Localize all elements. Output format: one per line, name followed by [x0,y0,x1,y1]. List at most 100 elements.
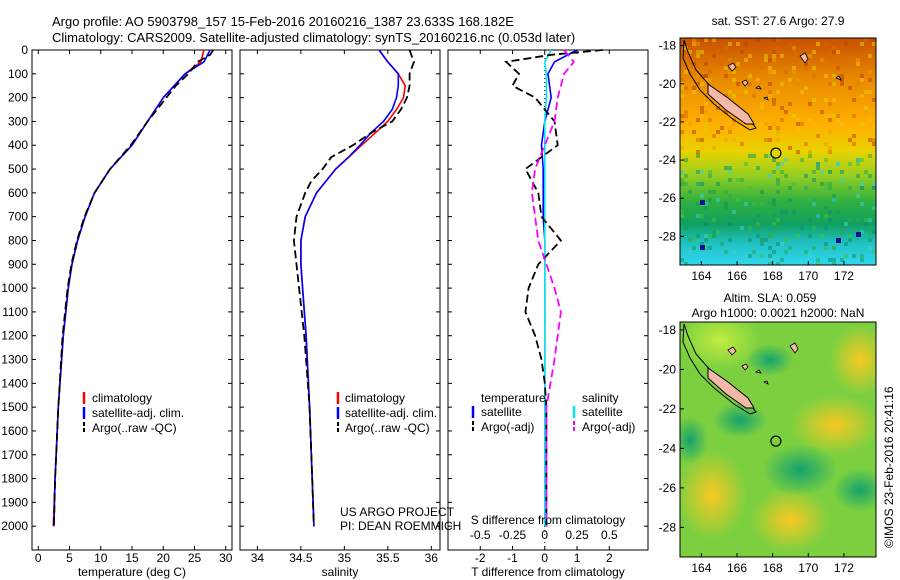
sst-pixel [684,226,688,230]
sst-pixel [868,90,872,94]
sst-pixel [872,146,876,150]
sst-pixel [760,150,764,154]
sst-pixel [752,250,756,254]
sla-map-frame [679,321,877,558]
sst-pixel [824,142,828,146]
lat-tick-label: -28 [659,520,677,534]
depth-tick-label: 1700 [1,448,28,462]
sst-pixel [744,202,748,206]
sst-pixel [816,258,820,262]
sst-pixel [828,218,832,222]
sst-pixel [776,242,780,246]
sst-pixel [704,110,708,114]
sst-pixel [704,238,708,242]
sst-pixel [776,262,780,265]
sst-pixel [764,122,768,126]
sst-pixel [824,98,828,102]
s-tick-label: 0.25 [565,528,589,542]
sst-pixel [768,126,772,130]
sst-pixel [828,214,832,218]
sst-pixel [700,146,704,150]
sst-pixel [828,182,832,186]
sst-pixel [804,66,808,70]
sst-pixel [836,66,840,70]
sst-pixel [684,158,688,162]
sst-pixel [804,86,808,90]
sst-pixel [872,182,876,186]
project-label: US ARGO PROJECT [340,505,455,519]
sst-pixel [728,90,732,94]
sst-pixel [828,82,832,86]
sst-pixel [824,150,828,154]
sst-pixel [700,114,704,118]
sst-pixel [716,130,720,134]
sst-pixel [704,222,708,226]
sla-blob [746,344,794,376]
sst-pixel [760,202,764,206]
sst-pixel [868,118,872,122]
sst-pixel [816,214,820,218]
sst-pixel [760,106,764,110]
sst-pixel [700,106,704,110]
sst-pixel [820,58,824,62]
sst-pixel [680,86,684,90]
sst-pixel [820,182,824,186]
sst-pixel [788,86,792,90]
sst-pixel [748,238,752,242]
sst-pixel [856,158,860,162]
sst-pixel [760,102,764,106]
sst-pixel [792,46,796,50]
sst-pixel [740,226,744,230]
x-tick-label: 34.5 [289,551,313,565]
sst-pixel [700,194,704,198]
lat-tick-label: -28 [659,229,677,243]
sst-pixel [708,118,712,122]
sst-pixel [832,262,836,265]
sst-pixel [792,50,796,54]
sst-pixel [812,50,816,54]
sst-pixel [704,122,708,126]
sst-pixel [804,250,808,254]
sst-pixel [772,70,776,74]
sst-pixel [764,54,768,58]
sst-pixel [860,94,864,98]
sst-pixel [764,154,768,158]
lat-tick-label: -20 [659,77,677,91]
sst-pixel [684,114,688,118]
sst-pixel [776,38,780,42]
sst-pixel [700,138,704,142]
sst-pixel [728,42,732,46]
sst-pixel [688,142,692,146]
sst-pixel [780,162,784,166]
sst-pixel [780,258,784,262]
sst-pixel [704,38,708,42]
sst-pixel [748,74,752,78]
sst-pixel [684,46,688,50]
sst-pixel [840,258,844,262]
difference-series [504,49,603,550]
sst-pixel [772,222,776,226]
sst-pixel [736,178,740,182]
lat-tick-label: -22 [659,402,677,416]
sst-pixel [724,166,728,170]
sst-pixel [832,46,836,50]
sst-pixel [756,98,760,102]
sst-pixel [688,238,692,242]
sst-pixel [716,50,720,54]
sst-pixel [776,166,780,170]
sst-pixel [808,150,812,154]
sst-pixel [832,246,836,250]
sst-pixel [700,170,704,174]
sst-pixel [832,50,836,54]
sst-pixel [856,194,860,198]
sst-pixel [824,242,828,246]
sst-pixel [756,38,760,42]
sst-pixel [836,114,840,118]
legend-t-satellite: satellite [481,405,522,419]
sst-pixel [800,94,804,98]
sst-pixel [708,174,712,178]
depth-tick-label: 600 [8,186,28,200]
s-difference-x-axis: -0.5-0.2500.250.5 [470,528,618,542]
sst-pixel [860,202,864,206]
lat-tick-label: -26 [659,191,677,205]
